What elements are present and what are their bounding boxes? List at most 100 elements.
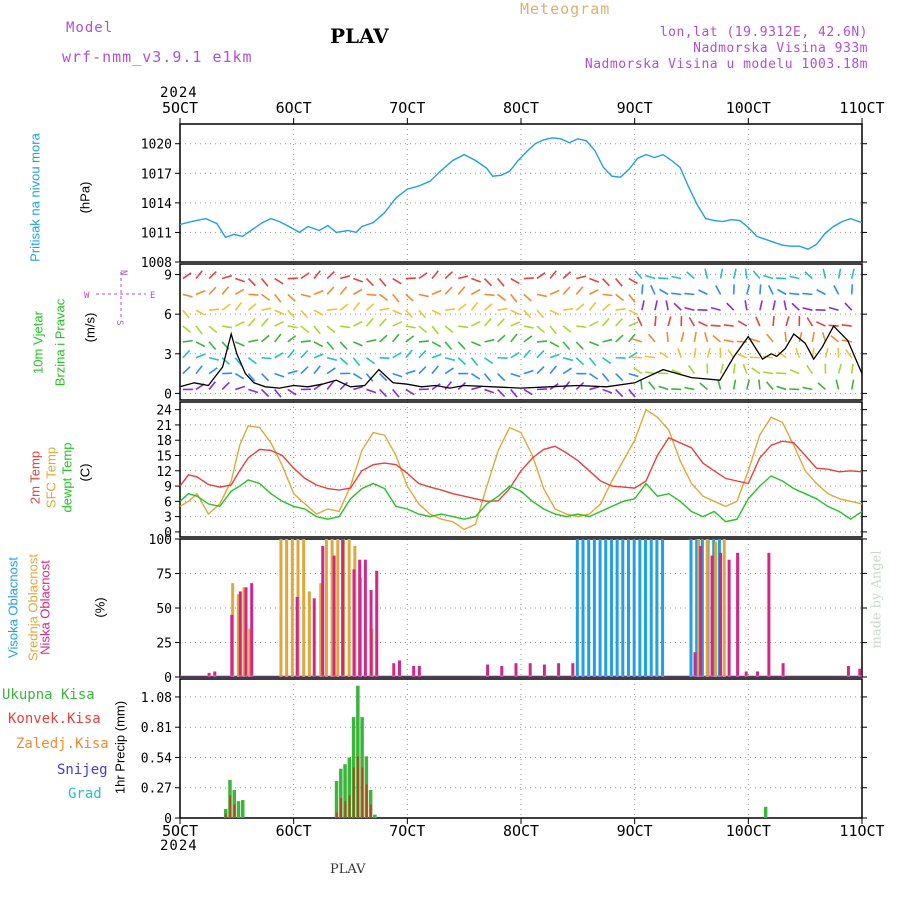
wind-arrow bbox=[510, 372, 521, 378]
wind-arrow bbox=[379, 307, 390, 311]
wind-arrow bbox=[484, 388, 495, 394]
wind-arrow bbox=[644, 371, 656, 375]
wind-arrow bbox=[727, 349, 735, 359]
cloud-high-bar bbox=[592, 539, 596, 677]
wind-arrow bbox=[658, 372, 669, 375]
wind-arrow bbox=[260, 318, 269, 327]
wind-arrow bbox=[510, 277, 520, 285]
wind-arrow bbox=[811, 331, 815, 343]
wind-arrow bbox=[628, 293, 636, 303]
wind-arrow bbox=[650, 284, 656, 295]
wind-arrow bbox=[300, 349, 309, 359]
dewpoint-line bbox=[179, 475, 863, 523]
wind-arrow bbox=[510, 333, 518, 343]
cloud-low-bar bbox=[363, 559, 367, 677]
wind-arrow bbox=[765, 381, 774, 390]
x-tick-label-bottom: 10OCT bbox=[726, 822, 771, 840]
wind-arrow bbox=[326, 341, 335, 351]
wind-arrow bbox=[287, 309, 296, 319]
cloud-low-bar bbox=[238, 591, 242, 677]
wind-arrow bbox=[628, 388, 636, 398]
wind-arrow bbox=[365, 277, 375, 287]
wind-arrow bbox=[719, 363, 724, 374]
wind-arrow bbox=[326, 367, 336, 375]
wind-arrow bbox=[510, 321, 521, 327]
wind-arrow bbox=[536, 293, 547, 298]
wind-arrow bbox=[392, 388, 400, 398]
wind-arrow bbox=[602, 388, 613, 394]
x-tick-label-bottom: 5OCT bbox=[162, 822, 198, 840]
cloud-high-bar bbox=[615, 539, 619, 677]
wind-arrow bbox=[601, 373, 610, 382]
wind-arrow bbox=[510, 309, 521, 316]
pressure-line bbox=[179, 137, 863, 250]
cloud-low-bar bbox=[781, 663, 785, 677]
cloud-low-bar bbox=[528, 663, 532, 677]
wind-arrow bbox=[628, 351, 638, 359]
wind-arrow bbox=[536, 325, 546, 334]
wind-arrow bbox=[392, 372, 403, 378]
precip-convective-bar bbox=[340, 797, 343, 818]
wind-arrow bbox=[365, 373, 374, 382]
wind-arrow bbox=[405, 309, 414, 319]
wind-arrow bbox=[392, 277, 402, 285]
wind-arrow bbox=[776, 372, 787, 375]
cloud-mid-bar bbox=[236, 594, 240, 677]
wind-arrow bbox=[510, 351, 520, 359]
wind-arrow bbox=[365, 303, 375, 311]
wind-arrow bbox=[665, 300, 669, 311]
wind-arrow bbox=[822, 268, 827, 279]
wind-arrow bbox=[824, 347, 829, 358]
wind-arrow bbox=[602, 357, 612, 365]
cloud-low-bar bbox=[369, 590, 373, 677]
wind-arrow bbox=[182, 309, 190, 319]
footer-station: PLAV bbox=[330, 862, 366, 877]
wind-arrow bbox=[497, 307, 508, 312]
wind-arrow bbox=[576, 325, 587, 329]
wind-arrow bbox=[671, 275, 682, 280]
wind-arrow bbox=[723, 324, 734, 327]
wind-arrow bbox=[628, 372, 639, 378]
y-tick-label: 0 bbox=[164, 671, 172, 686]
wind-arrow bbox=[536, 272, 546, 280]
cloud-low-bar bbox=[244, 587, 248, 677]
cloud-low-bar bbox=[352, 569, 356, 677]
cloud-high-bar bbox=[626, 539, 630, 677]
wind-arrow bbox=[785, 316, 790, 327]
wind-arrow bbox=[732, 268, 737, 279]
wind-arrow bbox=[523, 309, 532, 319]
cloud-high-bar bbox=[649, 539, 653, 677]
wind-arrow bbox=[562, 325, 572, 333]
precip-total-bar bbox=[232, 789, 236, 818]
x-tick-label-top: 7OCT bbox=[389, 99, 425, 117]
wind-arrow bbox=[763, 274, 774, 280]
wind-arrow bbox=[327, 308, 338, 312]
y-tick-label: 3 bbox=[164, 511, 172, 526]
cloud-mid-bar bbox=[705, 539, 709, 677]
cloud-low-bar bbox=[699, 545, 703, 677]
wind-arrow bbox=[261, 293, 271, 301]
wind-arrow bbox=[274, 309, 285, 315]
precip-convective-bar bbox=[229, 795, 232, 818]
wind-arrow bbox=[392, 293, 400, 303]
wind-arrow bbox=[405, 325, 416, 329]
cloud-mid-bar bbox=[285, 539, 289, 677]
wind-arrow bbox=[588, 372, 599, 380]
legend-frozen-rain: Zaledj.Kisa bbox=[16, 736, 109, 752]
wind-arrow bbox=[684, 386, 695, 391]
wind-arrow bbox=[483, 373, 492, 382]
wind-arrow bbox=[816, 289, 826, 296]
wind-arrow bbox=[287, 293, 296, 302]
wind-arrow bbox=[763, 371, 774, 375]
wind-arrow bbox=[549, 325, 557, 335]
wind-arrow bbox=[392, 309, 403, 316]
wind-arrow bbox=[789, 292, 800, 296]
wind-arrow bbox=[339, 286, 348, 295]
wind-arrow bbox=[772, 300, 776, 311]
wind-arrow bbox=[444, 271, 453, 280]
wind-arrow bbox=[261, 356, 272, 360]
cloud-low-bar bbox=[514, 663, 518, 677]
wind-arrow bbox=[326, 325, 336, 334]
wind-arrow bbox=[195, 309, 206, 316]
